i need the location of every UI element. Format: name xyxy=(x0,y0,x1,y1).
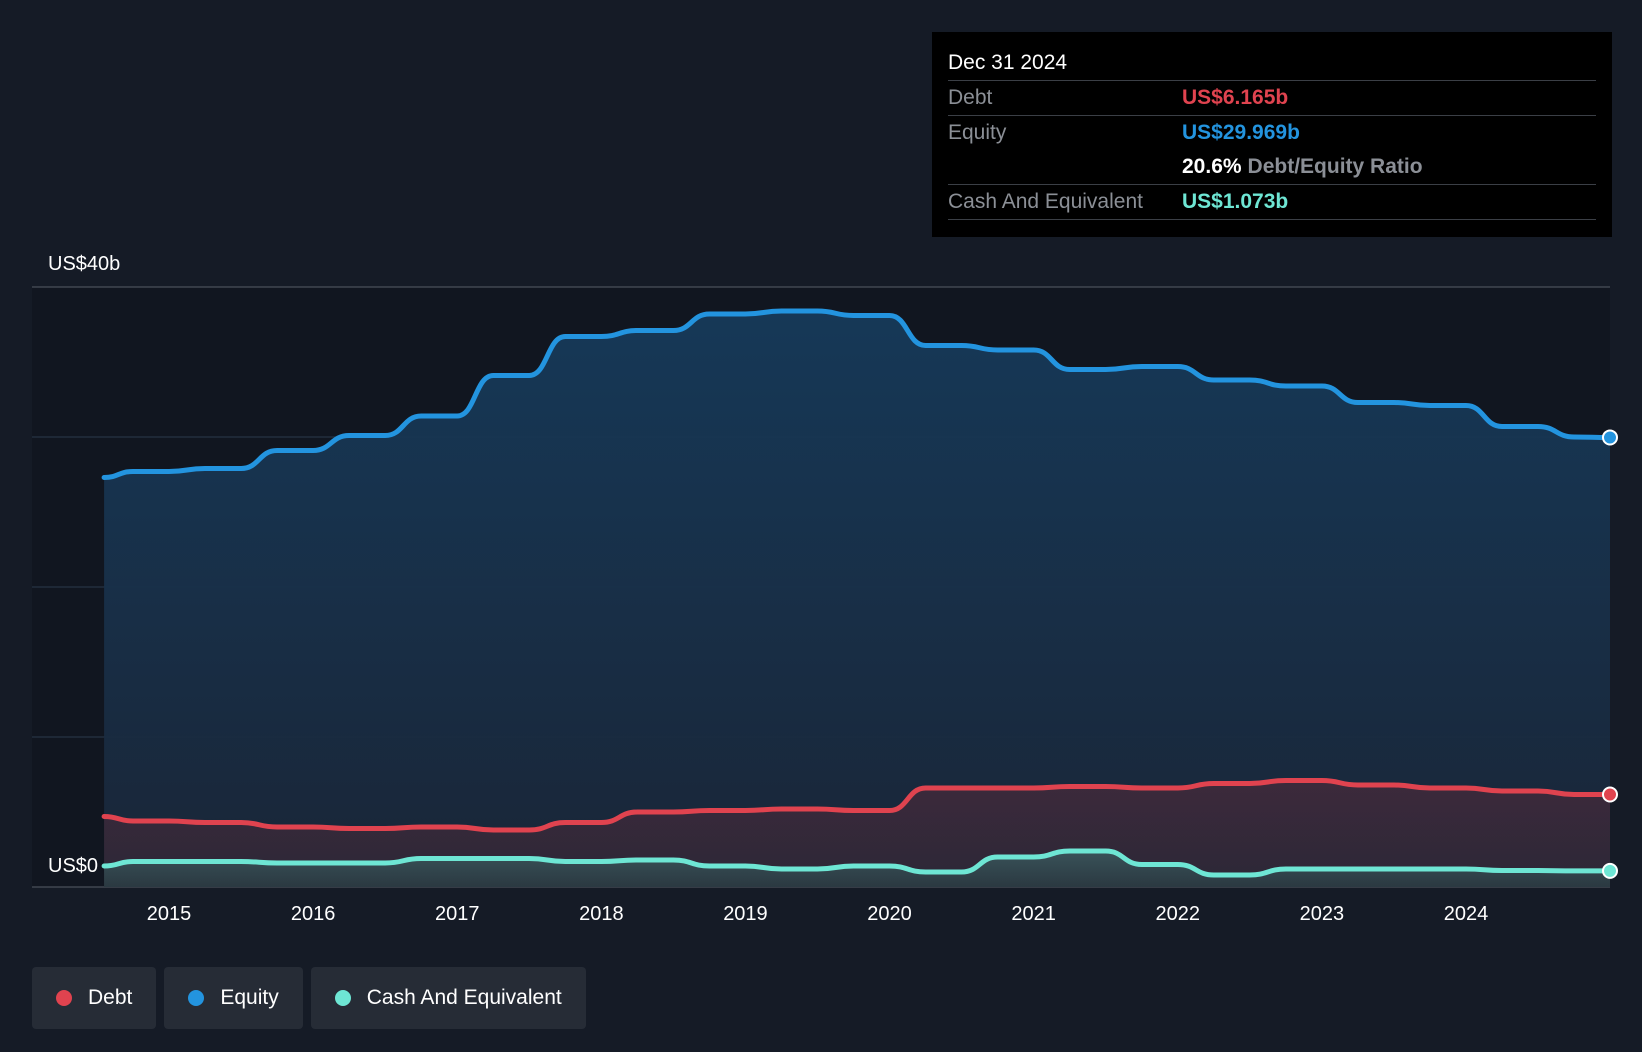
end-markers xyxy=(1602,429,1618,879)
tooltip-debt-row: Debt US$6.165b xyxy=(948,81,1596,116)
x-tick-label-2019: 2019 xyxy=(723,903,768,925)
y-tick-label-0: US$40b xyxy=(48,253,120,275)
equity-dot-icon xyxy=(188,990,205,1006)
equity-area xyxy=(104,311,1611,887)
y-tick-label-1: US$0 xyxy=(48,855,98,877)
axis-labels: US$40b US$0 2015 2016 2017 2018 2019 2020 2021 20… xyxy=(48,253,1488,925)
tooltip-ratio-label: Debt/Equity Ratio xyxy=(1247,155,1423,178)
x-tick-label-2016: 2016 xyxy=(291,903,336,925)
debt-dot-icon xyxy=(56,990,72,1006)
tooltip-cash-value: US$1.073b xyxy=(1182,190,1289,213)
tooltip-equity-value: US$29.969b xyxy=(1182,121,1300,144)
equity-end-marker xyxy=(1602,429,1618,446)
x-tick-label-2023: 2023 xyxy=(1300,903,1345,925)
x-tick-label-2015: 2015 xyxy=(147,903,192,925)
tooltip-equity-row: Equity US$29.969b xyxy=(948,116,1596,150)
tooltip-date: Dec 31 2024 xyxy=(948,46,1596,81)
legend-item-equity[interactable]: Equity xyxy=(164,967,303,1029)
legend-equity-label: Equity xyxy=(220,986,279,1009)
legend-item-debt[interactable]: Debt xyxy=(32,967,157,1029)
x-tick-label-2020: 2020 xyxy=(867,903,912,925)
legend-debt-label: Debt xyxy=(88,986,133,1009)
cash-line xyxy=(101,848,1613,878)
tooltip-ratio-value: 20.6% xyxy=(1182,155,1242,178)
tooltip-cash-row: Cash And Equivalent US$1.073b xyxy=(948,185,1596,220)
cash-dot-icon xyxy=(334,990,351,1006)
x-tick-label-2021: 2021 xyxy=(1011,903,1056,925)
tooltip-cash-label: Cash And Equivalent xyxy=(948,190,1143,213)
equity-line xyxy=(101,308,1613,480)
x-tick-label-2024: 2024 xyxy=(1444,903,1489,925)
x-tick-label-2018: 2018 xyxy=(579,903,624,925)
legend-item-cash[interactable]: Cash And Equivalent xyxy=(310,967,586,1029)
tooltip-panel: Dec 31 2024 Debt US$6.165b Equity US$29.… xyxy=(932,32,1612,237)
x-tick-label-2022: 2022 xyxy=(1156,903,1201,925)
x-tick-label-2017: 2017 xyxy=(435,903,480,925)
series-lines xyxy=(101,308,1613,878)
legend-cash-label: Cash And Equivalent xyxy=(366,986,562,1009)
tooltip-debt-label: Debt xyxy=(948,86,993,109)
tooltip-debt-value: US$6.165b xyxy=(1182,86,1289,109)
cash-end-marker xyxy=(1602,862,1618,879)
series-areas xyxy=(104,311,1611,887)
tooltip-equity-label: Equity xyxy=(948,121,1007,144)
chart-legend: Debt Equity Cash And Equivalent xyxy=(32,967,586,1029)
debt-end-marker xyxy=(1602,786,1618,803)
tooltip-ratio-row: 20.6% Debt/Equity Ratio xyxy=(948,150,1596,185)
debt-equity-chart: US$40b US$0 2015 2016 2017 2018 2019 2020 2021 20… xyxy=(32,253,1618,925)
debt-line xyxy=(101,778,1613,833)
